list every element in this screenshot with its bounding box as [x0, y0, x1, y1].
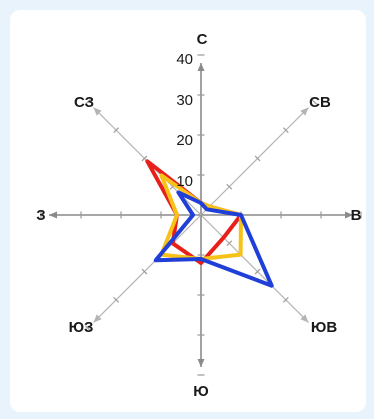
axis-arrow-se	[300, 314, 309, 323]
tick-nw-40	[84, 98, 91, 105]
direction-label-ne: СВ	[309, 94, 331, 111]
tick-sw-20	[141, 268, 148, 275]
direction-label-s: Ю	[193, 383, 208, 400]
tick-label-20: 20	[176, 132, 193, 149]
axis-arrow-w	[49, 211, 57, 219]
chart-panel	[10, 10, 366, 412]
direction-label-se: ЮВ	[311, 319, 337, 336]
tick-ne-40	[311, 98, 318, 105]
axis-arrow-nw	[93, 107, 102, 116]
direction-label-w: З	[36, 207, 45, 224]
tick-se-40	[311, 325, 318, 332]
axis-arrow-sw	[93, 314, 102, 323]
series-line-3	[153, 190, 274, 288]
tick-se-20	[254, 268, 261, 275]
tick-label-40: 40	[176, 51, 193, 68]
direction-label-sw: ЮЗ	[69, 319, 94, 336]
direction-label-n: С	[197, 31, 208, 48]
axis-arrow-e	[345, 211, 353, 219]
tick-ne-30	[282, 127, 289, 134]
axis-sw	[93, 214, 202, 323]
direction-label-e: В	[351, 207, 362, 224]
tick-se-10	[226, 240, 233, 247]
tick-se-30	[282, 296, 289, 303]
tick-nw-20	[141, 155, 148, 162]
axis-ne	[200, 107, 309, 216]
tick-nw-30	[113, 127, 120, 134]
axes	[49, 63, 353, 367]
direction-label-nw: СЗ	[74, 94, 94, 111]
data-series	[145, 159, 274, 288]
tick-ne-20	[254, 155, 261, 162]
tick-label-30: 30	[176, 92, 193, 109]
labels: 40 30 20 10 С СВ В ЮВ Ю ЮЗ З СЗ	[36, 31, 361, 400]
tick-sw-40	[84, 325, 91, 332]
axis-arrow-s	[197, 359, 205, 367]
axis-arrow-n	[197, 63, 205, 71]
tick-ne-10	[226, 183, 233, 190]
axis-se	[200, 214, 309, 323]
axis-ticks	[40, 54, 362, 376]
tick-label-10: 10	[176, 173, 193, 190]
tick-sw-30	[113, 296, 120, 303]
axis-arrow-ne	[300, 107, 309, 116]
